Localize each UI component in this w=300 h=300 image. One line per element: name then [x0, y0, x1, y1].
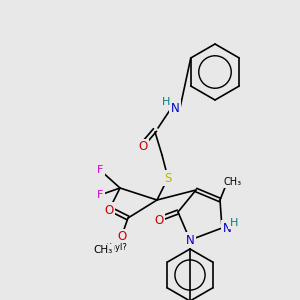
- Text: F: F: [97, 165, 103, 175]
- Text: F: F: [97, 190, 103, 200]
- Text: methyl?: methyl?: [93, 244, 127, 253]
- Text: S: S: [164, 172, 172, 184]
- Text: CH₃: CH₃: [93, 245, 112, 255]
- Text: O: O: [154, 214, 164, 226]
- Text: N: N: [186, 233, 194, 247]
- Text: F: F: [105, 207, 111, 217]
- Text: H: H: [162, 97, 170, 107]
- Text: CH₃: CH₃: [224, 177, 242, 187]
- Text: O: O: [117, 230, 127, 244]
- Text: O: O: [138, 140, 148, 154]
- Text: CH₃: CH₃: [95, 247, 113, 257]
- Text: H: H: [230, 218, 238, 228]
- Text: O: O: [104, 203, 114, 217]
- Text: N: N: [171, 101, 179, 115]
- Text: N: N: [223, 221, 231, 235]
